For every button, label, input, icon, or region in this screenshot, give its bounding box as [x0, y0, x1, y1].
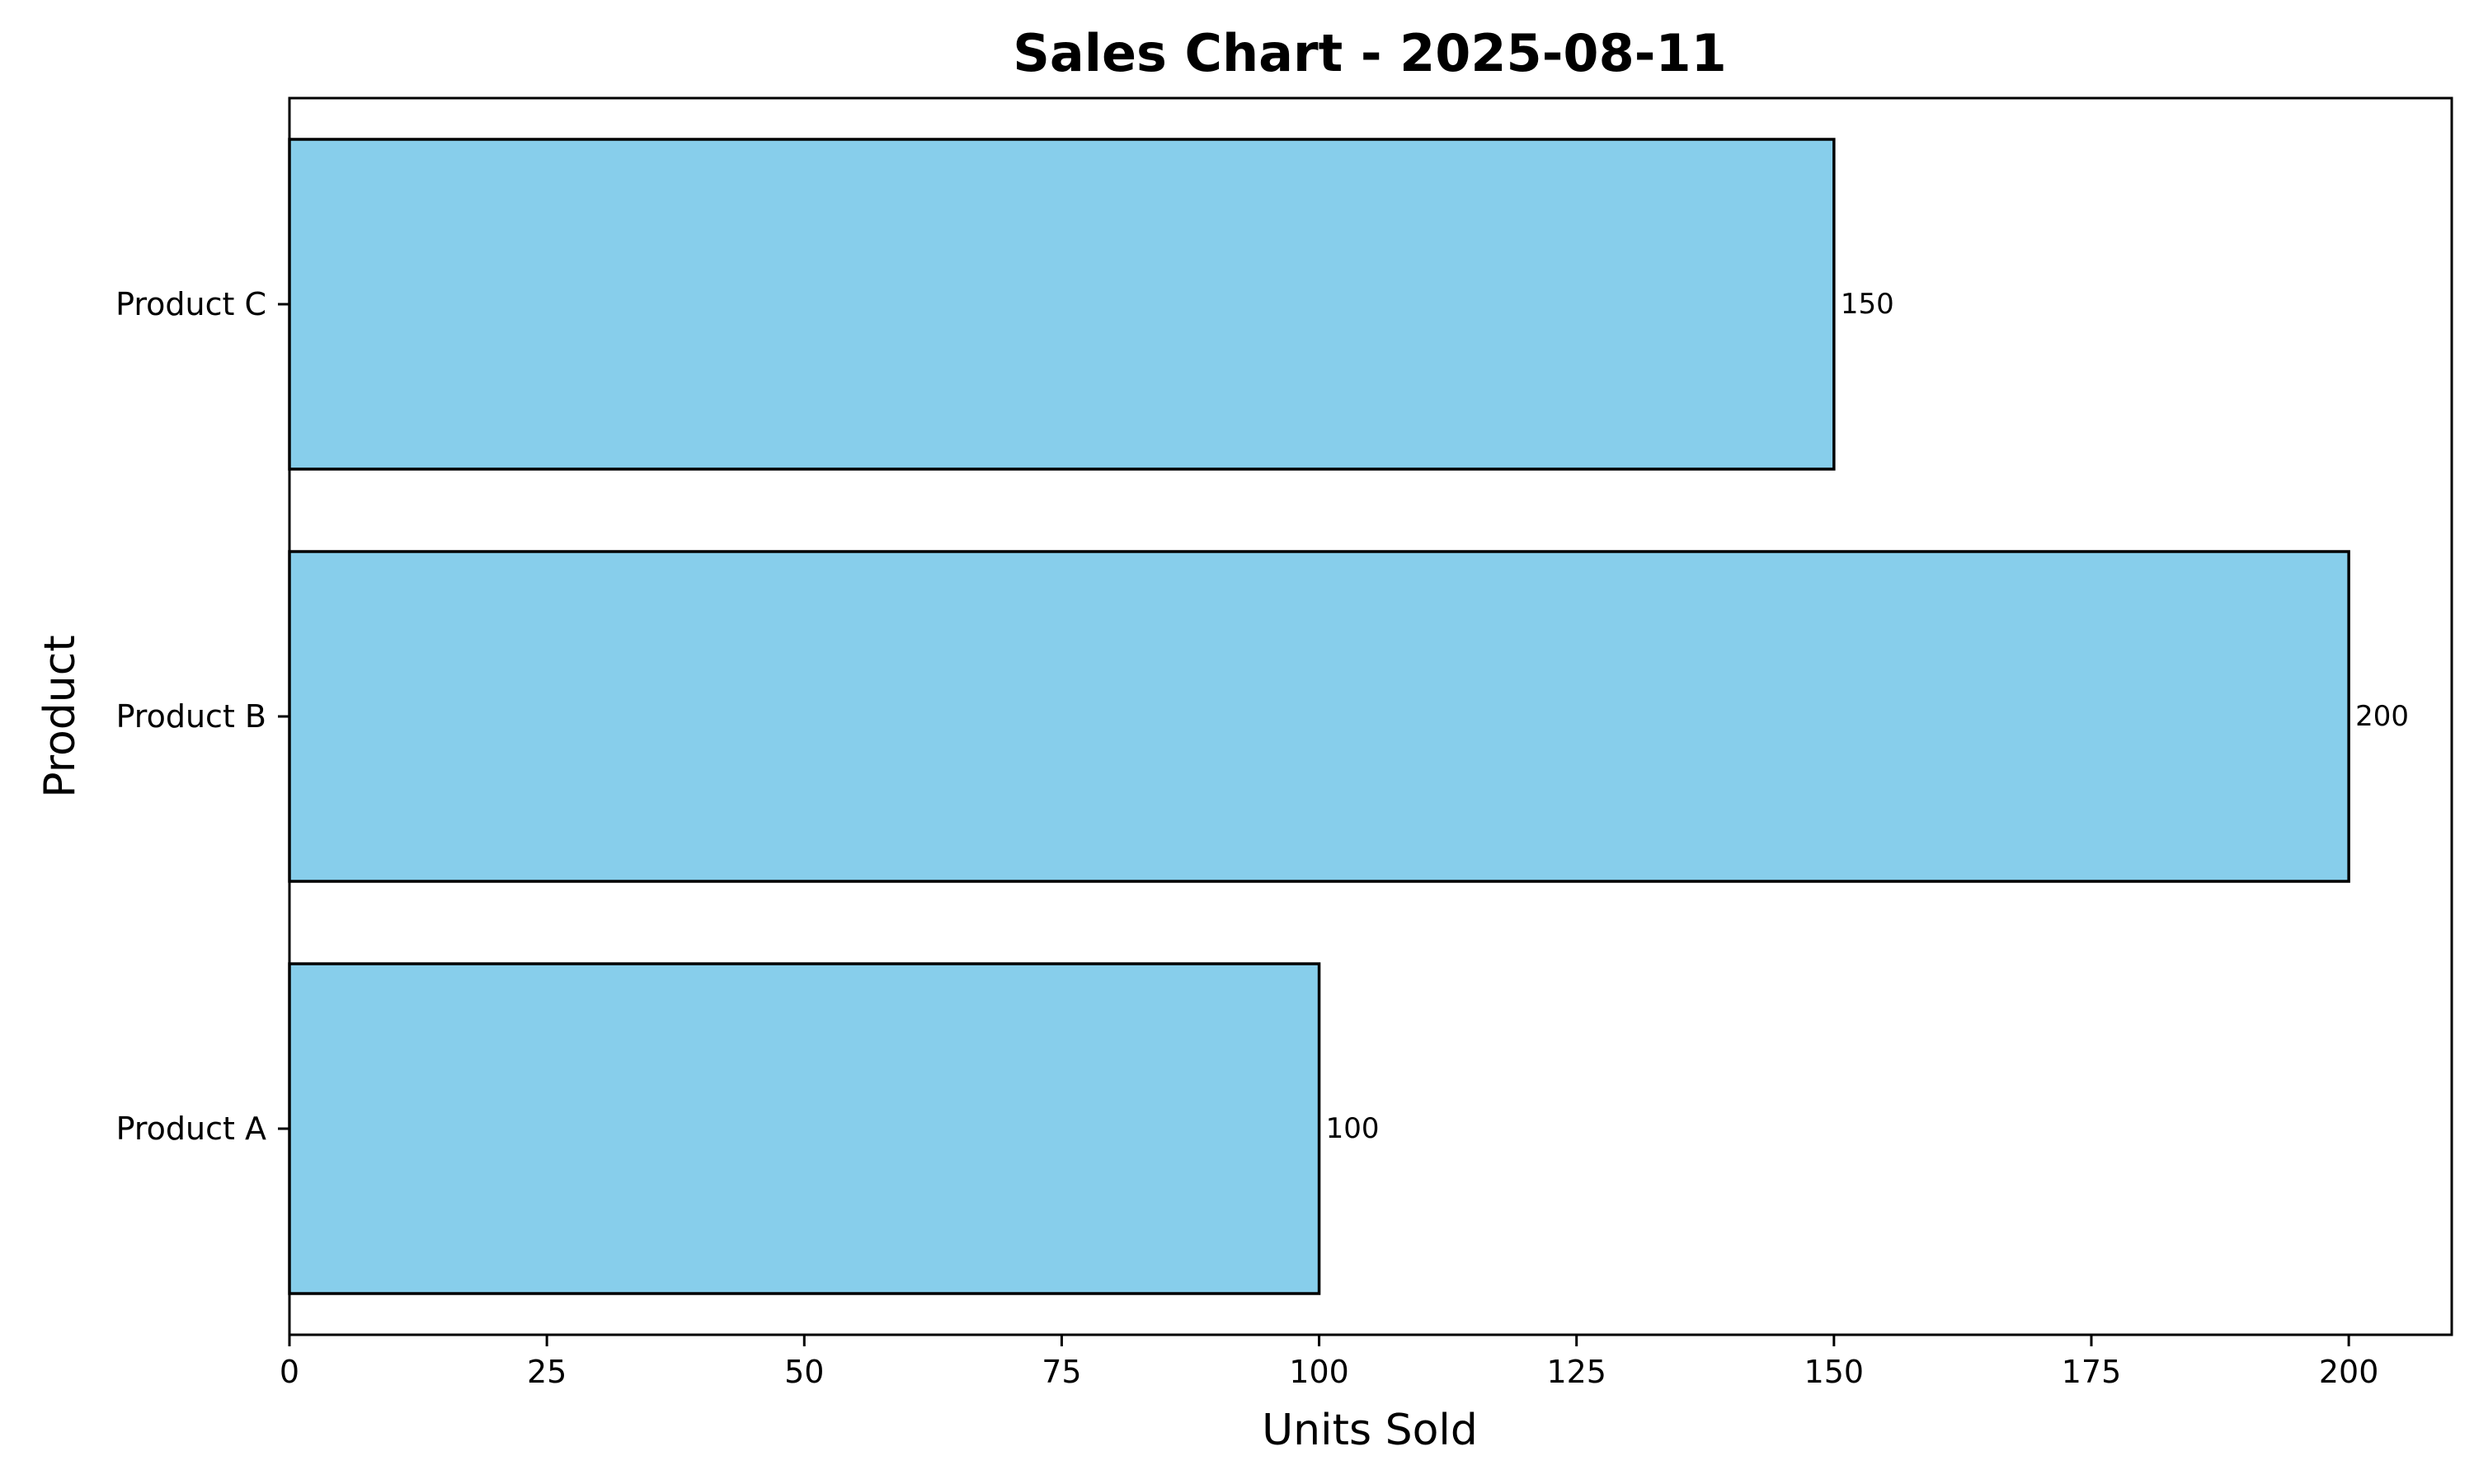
bar-product-a: [288, 962, 1321, 1295]
bar-product-b: [288, 550, 2350, 883]
y-tick-label: Product C: [115, 286, 266, 322]
x-tick-label: 125: [1546, 1354, 1606, 1390]
x-tick-label: 0: [280, 1354, 299, 1390]
x-tick-label: 75: [1042, 1354, 1081, 1390]
chart-title: Sales Chart - 2025-08-11: [1013, 23, 1726, 83]
data-label: 200: [2355, 700, 2409, 733]
x-tick-label: 50: [784, 1354, 824, 1390]
x-tick-label: 150: [1804, 1354, 1865, 1390]
bar-product-c: [288, 138, 1836, 471]
x-tick-label: 25: [527, 1354, 567, 1390]
axis-ticks: Product A Product B Product C 0 25 50 75 100 125…: [115, 286, 2378, 1390]
x-axis-label: Units Sold: [1262, 1406, 1478, 1455]
y-tick-label: Product A: [116, 1111, 266, 1147]
x-tick-label: 200: [2319, 1354, 2379, 1390]
x-tick-label: 100: [1289, 1354, 1349, 1390]
x-tick-label: 175: [2062, 1354, 2122, 1390]
y-axis-label: Product: [35, 635, 85, 797]
y-tick-label: Product B: [116, 698, 266, 735]
bars: 100 200 150: [288, 138, 2409, 1295]
plot-frame: [288, 96, 2453, 1336]
data-label: 150: [1841, 288, 1894, 321]
data-label: 100: [1326, 1112, 1380, 1145]
